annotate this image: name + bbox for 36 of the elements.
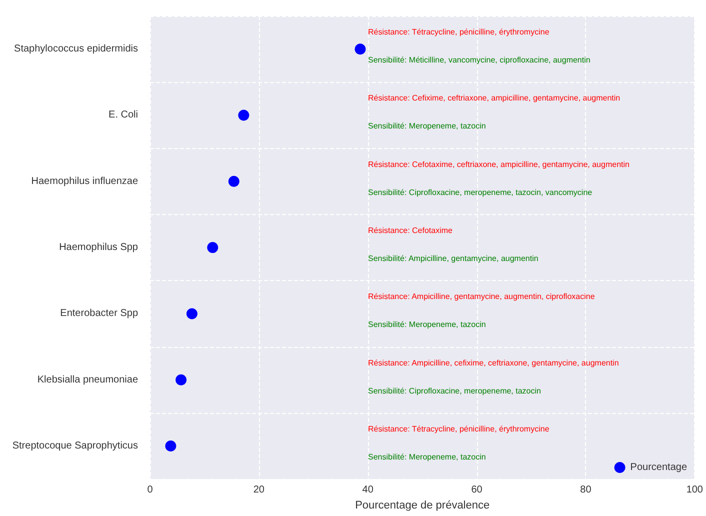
annotation: Sensibilité: Meropeneme, tazocin xyxy=(368,320,486,330)
y-tick-label: Haemophilus Spp xyxy=(59,242,138,254)
annotation: Résistance: Ampicilline, cefixime, ceftriaxone, gentamycine, augmentin xyxy=(368,358,619,368)
annotation: Résistance: Tétracycline, pénicilline, érythromycine xyxy=(368,424,550,434)
y-tick-label: Klebsialla pneumoniae xyxy=(37,374,138,386)
annotation: Résistance: Cefotaxime xyxy=(368,226,454,236)
annotation: Résistance: Tétracycline, pénicilline, érythromycine xyxy=(368,28,550,37)
x-tick-label: 20 xyxy=(253,484,265,496)
point xyxy=(354,44,366,55)
point xyxy=(228,176,240,187)
point xyxy=(186,308,198,320)
point xyxy=(176,374,187,386)
x-tick-label: 60 xyxy=(471,484,483,496)
annotation: Sensibilité: Ampicilline, gentamycine, augmentin xyxy=(368,254,538,264)
legend-label: Pourcentage xyxy=(630,462,688,473)
annotation: Sensibilité: Meropeneme, tazocin xyxy=(368,452,486,462)
y-tick-label: E. Coli xyxy=(108,110,138,121)
x-tick-label: 80 xyxy=(580,484,592,496)
point xyxy=(207,242,218,254)
annotation: Sensibilité: Méticilline, vancomycine, ciprofloxacine, augmentin xyxy=(368,56,590,65)
y-tick-label: Staphylococcus epidermidis xyxy=(14,44,138,55)
x-tick-label: 0 xyxy=(147,484,154,496)
x-tick-label: 40 xyxy=(362,484,374,496)
annotation: Résistance: Ampicilline, gentamycine, augmentin, ciprofloxacine xyxy=(368,292,596,302)
x-tick-label: 100 xyxy=(686,484,704,496)
annotation: Sensibilité: Meropeneme, tazocin xyxy=(368,122,486,131)
point xyxy=(238,110,250,121)
y-tick-label: Enterobacter Spp xyxy=(60,308,138,320)
y-tick-label: Streptocoque Saprophyticus xyxy=(12,440,138,452)
x-axis-title: Pourcentage de prévalence xyxy=(355,500,490,512)
annotation: Résistance: Cefotaxime, ceftriaxone, ampicilline, gentamycine, augmentin xyxy=(368,160,630,169)
annotation: Sensibilité: Ciprofloxacine, meropeneme, tazocin, vancomycine xyxy=(368,188,593,197)
point xyxy=(165,440,176,452)
annotation: Sensibilité: Ciprofloxacine, meropeneme, tazocin xyxy=(368,386,541,396)
y-tick-label: Haemophilus influenzae xyxy=(31,176,138,187)
annotation: Résistance: Cefixime, ceftriaxone, ampicilline, gentamycine, augmentin xyxy=(368,94,620,103)
